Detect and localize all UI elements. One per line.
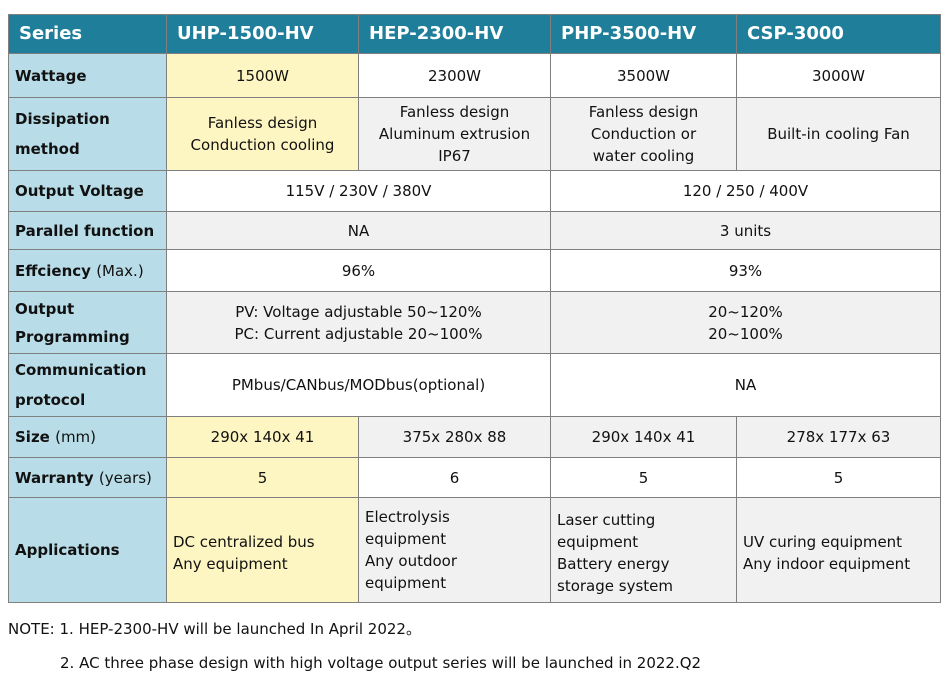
cell-parallel-left: NA <box>166 211 551 250</box>
cell-line: Aluminum extrusion <box>378 125 531 143</box>
row-label-output-voltage: Output Voltage <box>8 170 167 212</box>
note-1: NOTE: 1. HEP-2300-HV will be launched In… <box>8 620 421 638</box>
header-row: Series UHP-1500-HV HEP-2300-HV PHP-3500-… <box>8 14 941 54</box>
cell-dissipation-php: Fanless design Conduction or water cooli… <box>550 97 737 171</box>
parallel-row: Parallel function NA 3 units <box>8 211 941 250</box>
cell-size-csp: 278x 177x 63 <box>736 416 941 458</box>
cell-wattage-csp: 3000W <box>736 53 941 98</box>
cell-applications-uhp: DC centralized bus Any equipment <box>166 497 359 603</box>
row-label-communication: Communication protocol <box>8 353 167 417</box>
label-text: Size <box>15 428 50 446</box>
row-label-parallel: Parallel function <box>8 211 167 250</box>
label-unit: (Max.) <box>96 261 144 280</box>
cell-line: equipment <box>365 530 447 548</box>
cell-line: PC: Current adjustable 20~100% <box>234 324 483 343</box>
label-text: Warranty <box>15 468 94 487</box>
cell-line: Fanless design <box>588 103 699 121</box>
label-text: Effciency <box>15 261 91 280</box>
cell-warranty-uhp: 5 <box>166 457 359 498</box>
cell-line: 20~100% <box>708 324 783 343</box>
cell-line: Built-in cooling Fan <box>767 125 910 143</box>
label-line: method <box>15 140 80 158</box>
cell-line: Fanless design <box>207 114 318 132</box>
series-header: Series <box>8 14 167 54</box>
cell-warranty-php: 5 <box>550 457 737 498</box>
row-label-size: Size (mm) <box>8 416 167 458</box>
cell-line: equipment <box>365 574 447 592</box>
cell-programming-right: 20~120% 20~100% <box>550 291 941 354</box>
column-header-uhp: UHP-1500-HV <box>166 14 359 54</box>
cell-line: IP67 <box>438 147 471 165</box>
row-label-wattage: Wattage <box>8 53 167 98</box>
row-label-warranty: Warranty (years) <box>8 457 167 498</box>
label-line: protocol <box>15 391 86 409</box>
cell-line: Fanless design <box>399 103 510 121</box>
cell-parallel-right: 3 units <box>550 211 941 250</box>
cell-line: Battery energy <box>557 554 670 573</box>
cell-warranty-hep: 6 <box>358 457 551 498</box>
output-voltage-row: Output Voltage 115V / 230V / 380V 120 / … <box>8 170 941 212</box>
row-label-efficiency: Effciency (Max.) <box>8 249 167 292</box>
cell-dissipation-csp: Built-in cooling Fan <box>736 97 941 171</box>
column-header-php: PHP-3500-HV <box>550 14 737 54</box>
cell-applications-php: Laser cutting equipment Battery energy s… <box>550 497 737 603</box>
label-line: Communication <box>15 361 147 379</box>
cell-line: DC centralized bus <box>173 532 315 551</box>
applications-row: Applications DC centralized bus Any equi… <box>8 497 941 603</box>
cell-line: Electrolysis <box>365 508 450 526</box>
cell-line: Any indoor equipment <box>743 554 911 573</box>
wattage-row: Wattage 1500W 2300W 3500W 3000W <box>8 53 941 98</box>
notes: NOTE: 1. HEP-2300-HV will be launched In… <box>8 618 701 674</box>
size-row: Size (mm) 290x 140x 41 375x 280x 88 290x… <box>8 416 941 458</box>
cell-line: equipment <box>557 532 639 551</box>
cell-wattage-php: 3500W <box>550 53 737 98</box>
cell-wattage-hep: 2300W <box>358 53 551 98</box>
cell-communication-left: PMbus/CANbus/MODbus(optional) <box>166 353 551 417</box>
cell-applications-csp: UV curing equipment Any indoor equipment <box>736 497 941 603</box>
cell-line: Conduction or <box>590 125 697 143</box>
label-line: Programming <box>15 327 130 346</box>
cell-applications-hep: Electrolysis equipment Any outdoor equip… <box>358 497 551 603</box>
label-unit: (mm) <box>55 428 97 446</box>
dissipation-row: Dissipation method Fanless design Conduc… <box>8 97 941 171</box>
cell-line: Any outdoor <box>365 552 458 570</box>
cell-size-uhp: 290x 140x 41 <box>166 416 359 458</box>
label-line: Output <box>15 299 75 318</box>
programming-row: Output Programming PV: Voltage adjustabl… <box>8 291 941 354</box>
cell-size-hep: 375x 280x 88 <box>358 416 551 458</box>
label-unit: (years) <box>98 468 152 487</box>
cell-dissipation-uhp: Fanless design Conduction cooling <box>166 97 359 171</box>
communication-row: Communication protocol PMbus/CANbus/MODb… <box>8 353 941 417</box>
cell-line: storage system <box>557 576 673 595</box>
note-2: 2. AC three phase design with high volta… <box>60 654 702 672</box>
cell-efficiency-right: 93% <box>550 249 941 292</box>
cell-warranty-csp: 5 <box>736 457 941 498</box>
cell-dissipation-hep: Fanless design Aluminum extrusion IP67 <box>358 97 551 171</box>
cell-wattage-uhp: 1500W <box>166 53 359 98</box>
cell-line: 20~120% <box>708 302 783 321</box>
cell-line: Laser cutting <box>557 510 656 529</box>
cell-line: PV: Voltage adjustable 50~120% <box>235 302 482 321</box>
cell-size-php: 290x 140x 41 <box>550 416 737 458</box>
cell-line: UV curing equipment <box>743 532 903 551</box>
column-header-csp: CSP-3000 <box>736 14 941 54</box>
label-line: Dissipation <box>15 110 110 128</box>
column-header-hep: HEP-2300-HV <box>358 14 551 54</box>
cell-output-voltage-right: 120 / 250 / 400V <box>550 170 941 212</box>
row-label-dissipation: Dissipation method <box>8 97 167 171</box>
cell-line: Conduction cooling <box>190 136 335 154</box>
efficiency-row: Effciency (Max.) 96% 93% <box>8 249 941 292</box>
spec-table: Series UHP-1500-HV HEP-2300-HV PHP-3500-… <box>8 14 941 603</box>
cell-line: water cooling <box>592 147 695 165</box>
cell-output-voltage-left: 115V / 230V / 380V <box>166 170 551 212</box>
cell-communication-right: NA <box>550 353 941 417</box>
cell-programming-left: PV: Voltage adjustable 50~120% PC: Curre… <box>166 291 551 354</box>
cell-line: Any equipment <box>173 554 288 573</box>
row-label-programming: Output Programming <box>8 291 167 354</box>
row-label-applications: Applications <box>8 497 167 603</box>
cell-efficiency-left: 96% <box>166 249 551 292</box>
warranty-row: Warranty (years) 5 6 5 5 <box>8 457 941 498</box>
